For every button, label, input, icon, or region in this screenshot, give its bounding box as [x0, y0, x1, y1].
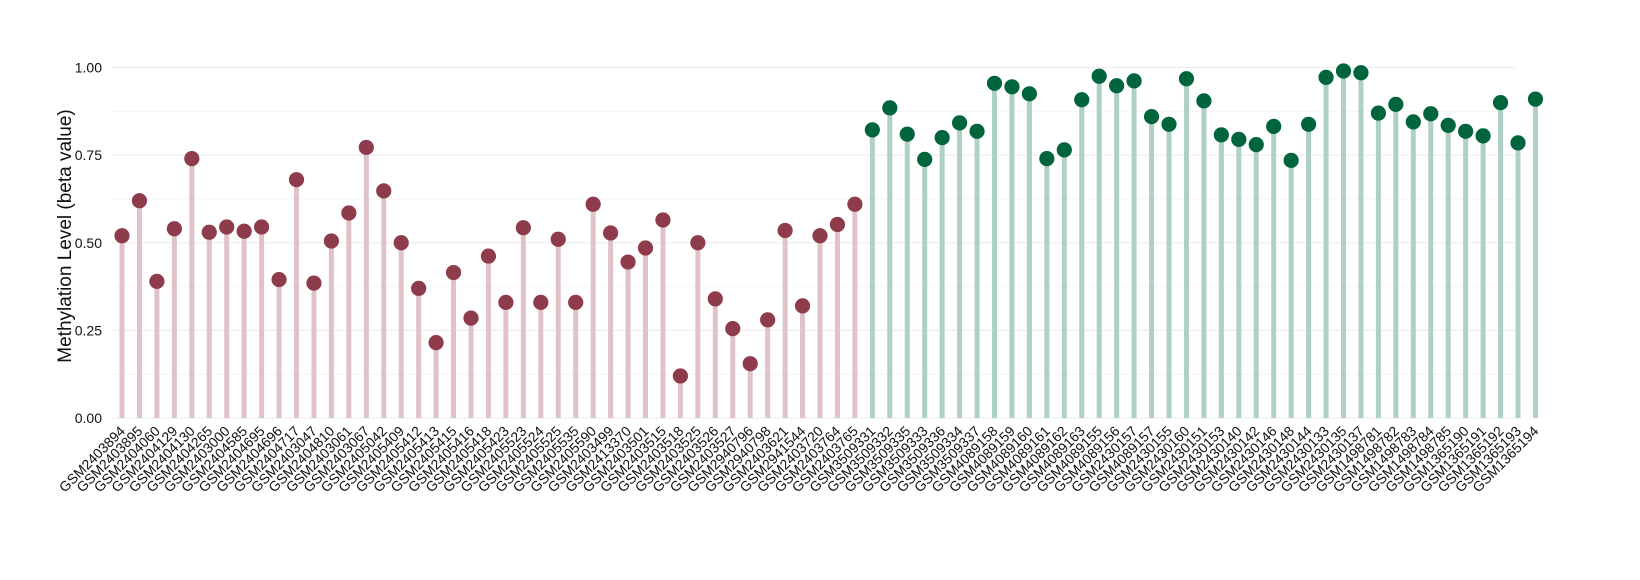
lollipop-point	[1039, 151, 1055, 167]
lollipop-point	[184, 151, 200, 167]
y-tick-label: 0.75	[75, 147, 102, 163]
lollipop-point	[655, 212, 671, 228]
lollipop-point	[917, 151, 933, 167]
y-tick-label: 1.00	[75, 60, 102, 76]
x-axis-ticks: GSM2403894GSM2403895GSM2404060GSM2404129…	[56, 423, 1542, 496]
lollipop-point	[219, 219, 235, 235]
lollipop-point	[812, 228, 828, 244]
lollipop-point	[864, 122, 880, 138]
lollipop-point	[376, 183, 392, 199]
lollipop-point	[1074, 92, 1090, 108]
lollipop-point	[1492, 94, 1509, 111]
lollipop-point	[690, 235, 706, 251]
stem-layer	[119, 71, 1538, 418]
lollipop-point	[1510, 135, 1526, 151]
lollipop-point	[1143, 108, 1160, 125]
lollipop-point	[1161, 116, 1177, 132]
lollipop-point	[620, 254, 636, 270]
lollipop-point	[533, 294, 549, 310]
lollipop-point	[1335, 63, 1352, 79]
y-tick-label: 0.25	[75, 322, 102, 338]
lollipop-point	[882, 100, 898, 116]
lollipop-point	[1283, 152, 1299, 168]
lollipop-point	[411, 280, 427, 296]
lollipop-point	[934, 130, 950, 146]
grid-layer	[112, 67, 1516, 419]
lollipop-point	[498, 294, 514, 310]
lollipop-point	[1056, 142, 1072, 158]
lollipop-point	[742, 356, 758, 372]
lollipop-point	[1388, 96, 1404, 112]
lollipop-point	[1370, 105, 1386, 121]
lollipop-point	[603, 225, 619, 241]
lollipop-point	[1091, 68, 1107, 84]
lollipop-point	[515, 220, 531, 236]
lollipop-point	[306, 275, 322, 291]
lollipop-point	[637, 240, 654, 256]
lollipop-point	[1004, 79, 1020, 95]
lollipop-point	[480, 248, 497, 264]
lollipop-point	[1527, 91, 1544, 107]
lollipop-point	[166, 221, 182, 237]
lollipop-point	[1213, 127, 1229, 143]
lollipop-point	[1423, 106, 1439, 122]
lollipop-point	[1458, 123, 1474, 139]
lollipop-point	[1021, 86, 1037, 102]
y-axis-ticks: 0.00 0.25 0.50 0.75 1.00	[75, 60, 102, 426]
lollipop-point	[1475, 128, 1491, 144]
lollipop-point	[829, 216, 846, 233]
lollipop-point	[1231, 131, 1247, 147]
lollipop-point	[1353, 65, 1369, 81]
lollipop-point	[1266, 118, 1282, 135]
lollipop-point	[201, 224, 217, 240]
lollipop-point	[1178, 71, 1195, 87]
y-axis-title: Methylation Level (beta value)	[55, 109, 76, 362]
lollipop-point	[114, 228, 130, 244]
lollipop-point	[149, 273, 165, 289]
lollipop-point	[760, 312, 776, 328]
lollipop-point	[358, 139, 374, 156]
lollipop-point	[131, 193, 148, 209]
lollipop-point	[847, 196, 863, 212]
lollipop-point	[585, 196, 601, 212]
lollipop-point	[777, 222, 793, 239]
lollipop-point	[323, 233, 339, 249]
lollipop-point	[1126, 73, 1142, 89]
lollipop-point	[254, 219, 270, 235]
lollipop-point	[463, 310, 479, 326]
lollipop-point	[672, 368, 689, 384]
lollipop-point	[707, 291, 723, 307]
lollipop-point	[969, 123, 985, 139]
lollipop-point	[1318, 69, 1334, 85]
lollipop-point	[1405, 114, 1421, 130]
lollipop-point	[899, 126, 915, 142]
lollipop-point	[952, 115, 968, 131]
y-tick-label: 0.50	[75, 235, 102, 251]
lollipop-point	[1248, 137, 1264, 153]
lollipop-point	[428, 335, 444, 351]
lollipop-point	[393, 235, 409, 251]
lollipop-point	[445, 264, 462, 281]
lollipop-point	[341, 205, 357, 221]
lollipop-point	[288, 172, 305, 188]
lollipop-point	[986, 75, 1003, 91]
lollipop-point	[1440, 117, 1456, 133]
lollipop-point	[1196, 93, 1212, 109]
lollipop-point	[271, 271, 287, 288]
point-layer	[114, 63, 1544, 384]
lollipop-point	[236, 223, 252, 239]
lollipop-point	[550, 231, 566, 247]
lollipop-point	[794, 298, 811, 314]
lollipop-point	[1301, 116, 1317, 132]
lollipop-point	[725, 321, 741, 337]
lollipop-point	[568, 294, 584, 310]
lollipop-point	[1109, 78, 1125, 94]
y-tick-label: 0.00	[75, 410, 102, 426]
